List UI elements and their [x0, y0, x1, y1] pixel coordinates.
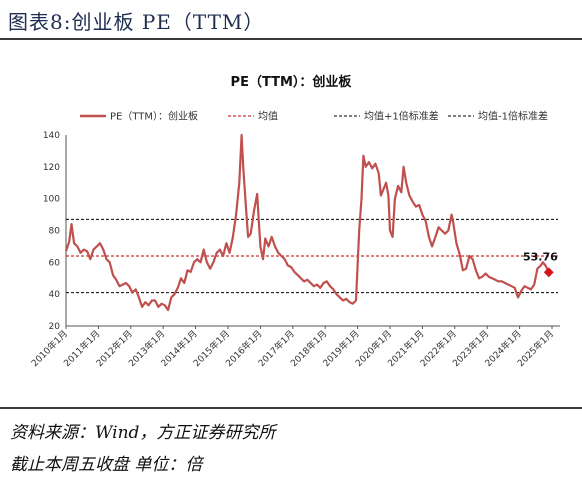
legend-label-4: 均值-1倍标准差	[478, 110, 548, 123]
y-tick-label: 40	[49, 290, 61, 300]
pe-line-chart: PE（TTM）：创业板 PE（TTM）：创业板 均值 均值+1倍标准差 均值-1倍标准…	[29, 74, 560, 369]
chart-title: PE（TTM）：创业板	[231, 74, 353, 90]
y-tick-label: 20	[49, 322, 61, 332]
reference-lines	[66, 218, 558, 294]
footer-divider	[0, 407, 582, 409]
y-tick-label: 140	[43, 131, 60, 141]
last-value-marker	[543, 267, 554, 278]
series-line-pe	[64, 133, 550, 312]
legend-label-1: PE（TTM）：创业板	[110, 110, 198, 123]
chart-legend: PE（TTM）：创业板 均值 均值+1倍标准差 均值-1倍标准差	[80, 110, 548, 123]
source-note: 资料来源：Wind，方正证券研究所	[10, 423, 276, 443]
series-layer: 53.76	[64, 133, 558, 312]
last-value-label: 53.76	[523, 250, 558, 263]
y-tick-label: 120	[43, 163, 60, 173]
figure-header: 图表8:创业板 PE（TTM）	[0, 0, 582, 40]
legend-label-3: 均值+1倍标准差	[364, 110, 439, 123]
x-axis: 2010年1月2011年1月2012年1月2013年1月2014年1月2015年…	[29, 325, 560, 369]
y-tick-label: 60	[49, 258, 61, 268]
y-tick-label: 100	[43, 195, 60, 205]
figure-title: 图表8:创业板 PE（TTM）	[8, 10, 265, 34]
legend-label-2: 均值	[258, 110, 278, 123]
y-tick-label: 80	[49, 227, 61, 237]
y-axis: 20 40 60 80 100 120 140	[43, 131, 67, 332]
unit-note: 截止本周五收盘 单位：倍	[10, 455, 203, 475]
